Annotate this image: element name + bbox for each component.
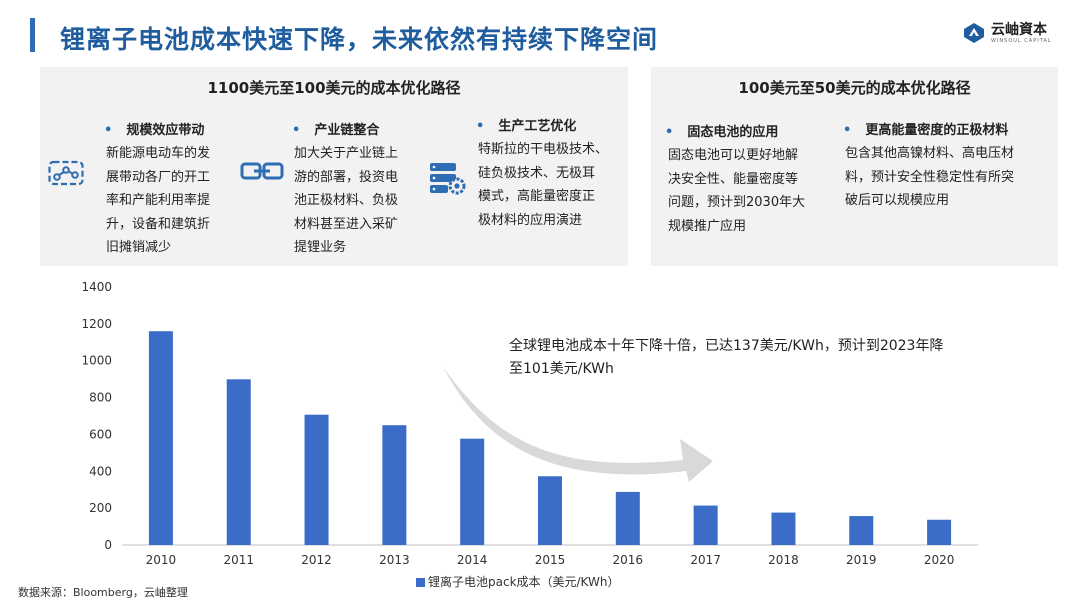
- x-tick-label: 2013: [379, 553, 410, 567]
- x-tick-label: 2011: [223, 553, 254, 567]
- legend-label: 锂离子电池pack成本（美元/KWh）: [428, 574, 619, 589]
- decline-trend-arrow: [443, 367, 713, 482]
- x-tick-label: 2012: [301, 553, 332, 567]
- company-logo: 云岫資本 WINSOUL CAPITAL: [963, 22, 1052, 44]
- y-tick-label: 1000: [81, 354, 112, 368]
- y-tick-label: 400: [89, 464, 112, 478]
- page-title: 锂离子电池成本快速下降，未来依然有持续下降空间: [60, 25, 659, 54]
- y-tick-label: 1400: [81, 280, 112, 294]
- x-tick-label: 2020: [924, 553, 955, 567]
- bar-2012: [304, 414, 329, 545]
- x-tick-label: 2014: [457, 553, 488, 567]
- logo-chinese-name: 云岫資本: [991, 22, 1047, 38]
- legend-swatch: [416, 578, 425, 587]
- bar-2018: [771, 512, 796, 545]
- x-tick-label: 2017: [690, 553, 721, 567]
- y-tick-label: 800: [89, 391, 112, 405]
- panel-right-heading: 100美元至50美元的成本优化路径: [738, 79, 971, 97]
- process-optimization-text: 特斯拉的干电极技术、 硅负极技术、无极耳 模式，高能量密度正 极材料的应用演进: [478, 142, 609, 228]
- bar-2013: [382, 425, 407, 545]
- bar-2020: [927, 519, 952, 545]
- y-tick-label: 200: [89, 501, 112, 515]
- bar-2014: [460, 438, 485, 545]
- y-axis: 0 200 400 600 800 1000 1200 1400: [81, 280, 112, 552]
- high-density-cathode-text: 包含其他高镍材料、高电压材 料，预计安全性稳定性有所突 破后可以规模应用: [845, 146, 1015, 208]
- y-tick-label: 0: [104, 538, 112, 552]
- solid-state-battery-text: 固态电池可以更好地解 决安全性、能量密度等 问题，预计到2030年大 规模推广应…: [668, 148, 806, 234]
- x-tick-label: 2019: [846, 553, 877, 567]
- bar-2017: [693, 505, 718, 545]
- solid-state-battery-title: • 固态电池的应用: [665, 125, 779, 140]
- industry-chain-text: 加大关于产业链上 游的部署，投资电 池正极材料、负极 材料甚至进入采矿 提锂业务: [294, 146, 399, 255]
- bar-2015: [538, 476, 562, 545]
- scale-effect-text: 新能源电动车的发 展带动各厂的开工 率和产能利用率提 升，设备和建筑折 旧摊销减…: [106, 146, 211, 255]
- x-tick-label: 2016: [613, 553, 644, 567]
- chain-link-icon: [240, 162, 284, 180]
- data-source-note: 数据来源：Bloomberg，云岫整理: [18, 586, 188, 599]
- chart-annotation-line-2: 至101美元/KWh: [509, 361, 614, 377]
- scale-effect-title: • 规模效应带动: [104, 123, 205, 138]
- chart-annotation-line-1: 全球锂电池成本十年下降十倍，已达137美元/KWh，预计到2023年降: [509, 337, 943, 354]
- logo-english-name: WINSOUL CAPITAL: [991, 38, 1052, 44]
- cost-path-panel-left: 1100美元至100美元的成本优化路径 • 规模效应带动 新能源电动车的发 展带动…: [40, 67, 628, 266]
- bar-2019: [849, 516, 874, 545]
- high-density-cathode-title: • 更高能量密度的正极材料: [843, 123, 1009, 138]
- x-tick-label: 2010: [146, 553, 177, 567]
- bar-2010: [148, 331, 173, 545]
- bar-2016: [615, 491, 640, 545]
- title-accent-bar: [30, 18, 35, 52]
- panel-left-heading: 1100美元至100美元的成本优化路径: [207, 79, 461, 97]
- server-gear-icon: [430, 163, 466, 195]
- y-tick-label: 1200: [81, 317, 112, 331]
- bar-series: [148, 331, 952, 545]
- x-axis: 2010 2011 2012 2013 2014 2015 2016 2017 2018 2019…: [146, 553, 955, 567]
- bar-2011: [226, 379, 251, 545]
- connected-nodes-icon: [48, 160, 84, 186]
- x-tick-label: 2015: [535, 553, 566, 567]
- cost-path-panel-right: 100美元至50美元的成本优化路径 • 固态电池的应用 固态电池可以更好地解 决安…: [651, 67, 1058, 266]
- logo-mark-icon: [964, 23, 984, 43]
- x-tick-label: 2018: [768, 553, 799, 567]
- industry-chain-title: • 产业链整合: [292, 123, 380, 138]
- y-tick-label: 600: [89, 427, 112, 441]
- process-optimization-title: • 生产工艺优化: [476, 119, 577, 134]
